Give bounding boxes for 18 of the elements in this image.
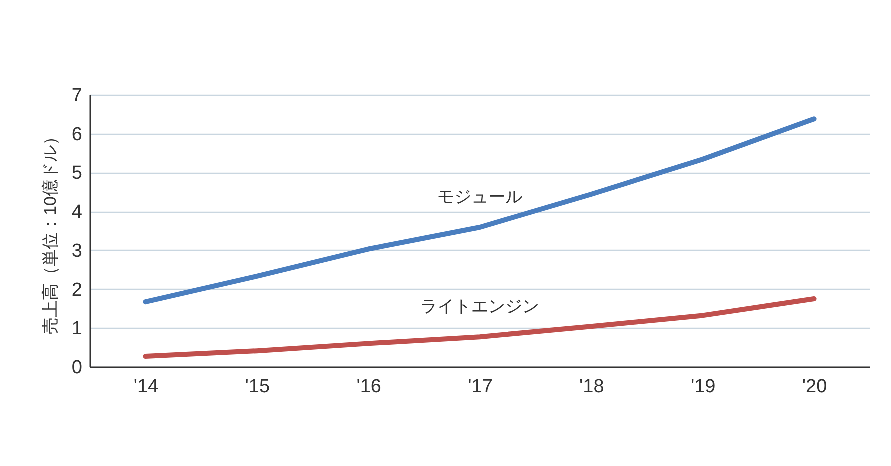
x-tick-label: '19	[690, 376, 716, 398]
x-tick-label: '20	[802, 376, 828, 398]
y-tick-label: 3	[72, 240, 82, 262]
y-tick-label: 5	[72, 163, 82, 184]
x-tick-label: '15	[245, 376, 270, 398]
y-axis-title: 売上高（単位：10億ドル）	[40, 128, 60, 334]
x-tick-label: '18	[580, 376, 604, 398]
y-tick-label: 0	[72, 358, 82, 378]
x-tick-label: '16	[356, 376, 382, 398]
series-label: モジュール	[438, 188, 522, 207]
y-tick-label: 4	[72, 202, 83, 224]
x-tick-label: '17	[468, 376, 493, 398]
y-tick-label: 1	[72, 318, 82, 340]
y-tick-label: 6	[72, 124, 82, 146]
x-tick-label: '14	[134, 376, 160, 398]
series-label: ライトエンジン	[420, 297, 540, 316]
y-tick-label: 7	[72, 86, 82, 106]
y-tick-label: 2	[72, 280, 82, 301]
